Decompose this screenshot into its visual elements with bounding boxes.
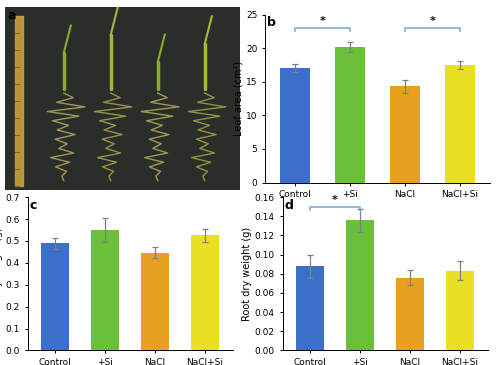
Bar: [390, 87, 420, 182]
Text: b: b: [267, 16, 276, 29]
Y-axis label: Root dry weight (g): Root dry weight (g): [242, 227, 252, 321]
Y-axis label: Leaf area (cm²): Leaf area (cm²): [233, 61, 243, 136]
Text: c: c: [30, 199, 37, 212]
Bar: [41, 243, 69, 350]
Bar: [191, 235, 219, 350]
Text: d: d: [284, 199, 294, 212]
Bar: [296, 266, 324, 350]
Bar: [335, 47, 365, 182]
Text: a: a: [8, 9, 16, 22]
Text: NaCl+Si: NaCl+Si: [134, 197, 172, 206]
Text: *: *: [332, 195, 338, 205]
Bar: [396, 278, 424, 350]
Bar: [15, 16, 23, 186]
Bar: [444, 65, 475, 182]
Bar: [142, 253, 169, 350]
Bar: [91, 230, 119, 350]
Text: NaCl: NaCl: [194, 197, 216, 206]
Text: *: *: [430, 16, 436, 26]
Y-axis label: Leaf dry weight (g): Leaf dry weight (g): [0, 227, 2, 320]
Text: Control: Control: [88, 197, 120, 206]
Text: *: *: [320, 16, 326, 26]
Text: +Si: +Si: [49, 197, 64, 206]
Bar: [346, 220, 374, 350]
Bar: [446, 271, 474, 350]
Bar: [280, 68, 310, 182]
